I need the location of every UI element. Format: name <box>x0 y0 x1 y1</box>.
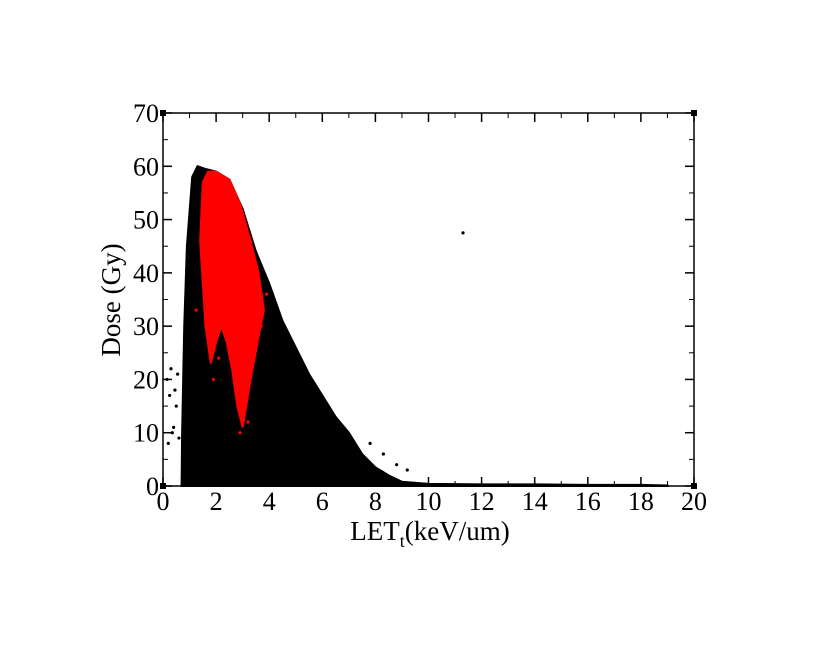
data-point <box>211 377 216 382</box>
data-point <box>238 431 242 435</box>
y-tick-label: 40 <box>133 259 159 288</box>
data-point <box>169 367 173 371</box>
data-point <box>217 356 221 360</box>
data-point <box>174 404 178 408</box>
x-axis-label-unit: (keV/um) <box>405 516 510 546</box>
data-point <box>172 425 176 429</box>
data-point <box>405 468 409 472</box>
x-axis-label-subscript: t <box>400 531 405 551</box>
plot-area <box>165 165 669 487</box>
x-tick-label: 12 <box>469 487 495 516</box>
y-tick-label: 30 <box>133 312 159 341</box>
data-point <box>368 441 372 445</box>
data-point <box>168 393 172 398</box>
x-tick-label: 6 <box>316 487 329 516</box>
data-point <box>176 372 180 376</box>
y-tick-label: 0 <box>146 472 159 501</box>
x-tick-label: 0 <box>157 487 170 516</box>
x-axis-label-main: LET <box>350 516 400 546</box>
data-point <box>173 388 177 392</box>
y-tick-label: 20 <box>133 365 159 394</box>
y-tick-label: 10 <box>133 419 159 448</box>
data-point <box>381 452 385 456</box>
x-tick-label: 14 <box>522 487 548 516</box>
data-point <box>461 231 465 235</box>
data-point <box>264 292 269 296</box>
data-region <box>180 165 669 487</box>
data-region <box>199 170 265 428</box>
y-tick-label: 70 <box>133 99 159 128</box>
x-tick-label: 20 <box>681 487 707 516</box>
x-tick-label: 16 <box>575 487 601 516</box>
x-tick-label: 4 <box>263 487 276 516</box>
data-point <box>170 431 174 435</box>
x-tick-label: 2 <box>210 487 223 516</box>
x-tick-label: 8 <box>369 487 382 516</box>
x-axis-label: LETt(keV/um) <box>350 516 509 551</box>
data-point <box>177 436 181 440</box>
y-tick-label: 50 <box>133 206 159 235</box>
x-tick-label: 18 <box>628 487 654 516</box>
x-tick-label: 10 <box>416 487 442 516</box>
y-tick-label: 60 <box>133 152 159 181</box>
y-axis-label: Dose (Gy) <box>96 243 126 356</box>
data-point <box>194 308 198 312</box>
data-point <box>259 324 263 328</box>
data-point <box>166 441 170 445</box>
data-point <box>395 463 399 467</box>
data-point <box>246 420 250 424</box>
